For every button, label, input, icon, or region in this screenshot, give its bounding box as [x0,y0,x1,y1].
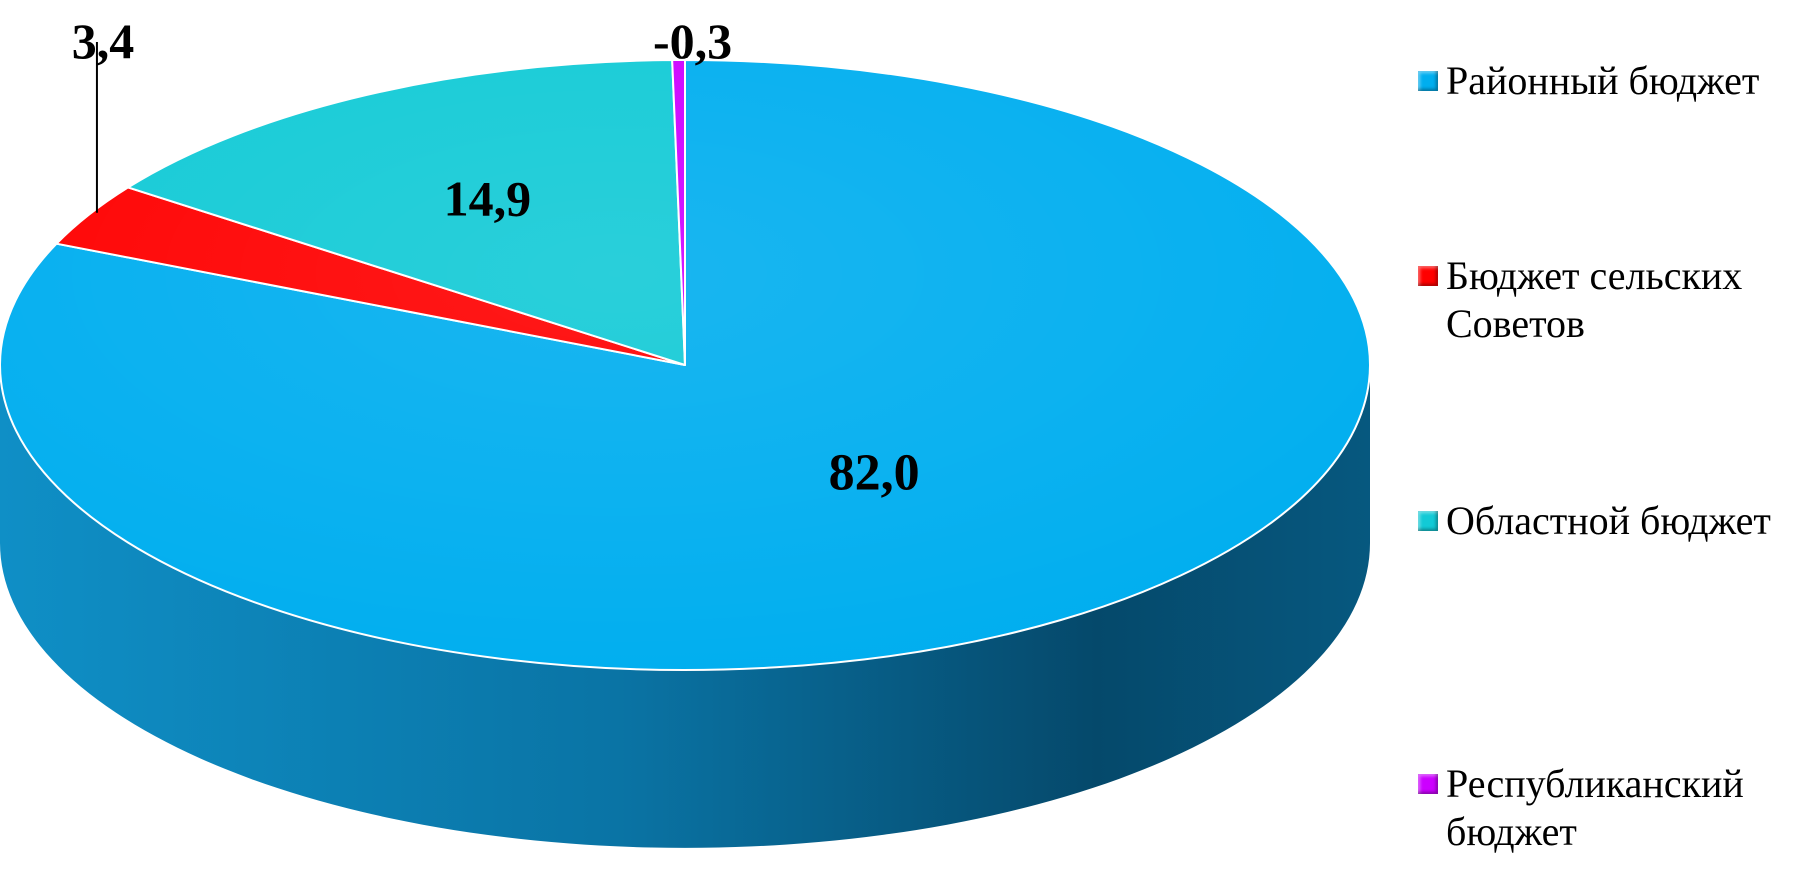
pie-slices [0,59,1371,671]
legend-label-raion: Районный бюджет [1446,58,1760,103]
legend-label-republic: Республиканский бюджет [1446,761,1744,854]
legend-swatch-raion [1418,71,1438,91]
legend-item-republic: Республиканский бюджет [1418,760,1744,856]
data-label-rural: 3,4 [72,13,135,69]
pie-data-labels: 82,0 3,4 14,9 -0,3 [72,13,920,502]
pie-side-wall [0,365,1370,848]
legend-swatch-republic [1418,774,1438,794]
legend-label-oblast: Областной бюджет [1446,498,1771,543]
data-label-oblast: 14,9 [444,171,532,227]
data-label-republic: -0,3 [653,13,732,69]
pie-chart: 82,0 3,4 14,9 -0,3 [0,13,1371,848]
legend-swatch-rural [1418,266,1438,286]
data-label-raion: 82,0 [829,445,920,502]
legend-swatch-oblast [1418,511,1438,531]
legend-item-raion: Районный бюджет [1418,57,1759,105]
pie-side-raion [0,365,1370,848]
legend-label-rural: Бюджет сельских Советов [1446,253,1743,346]
legend-item-rural: Бюджет сельских Советов [1418,252,1742,348]
legend-item-oblast: Областной бюджет [1418,497,1771,545]
legend: Районный бюджет Бюджет сельских Советов … [1418,0,1804,890]
